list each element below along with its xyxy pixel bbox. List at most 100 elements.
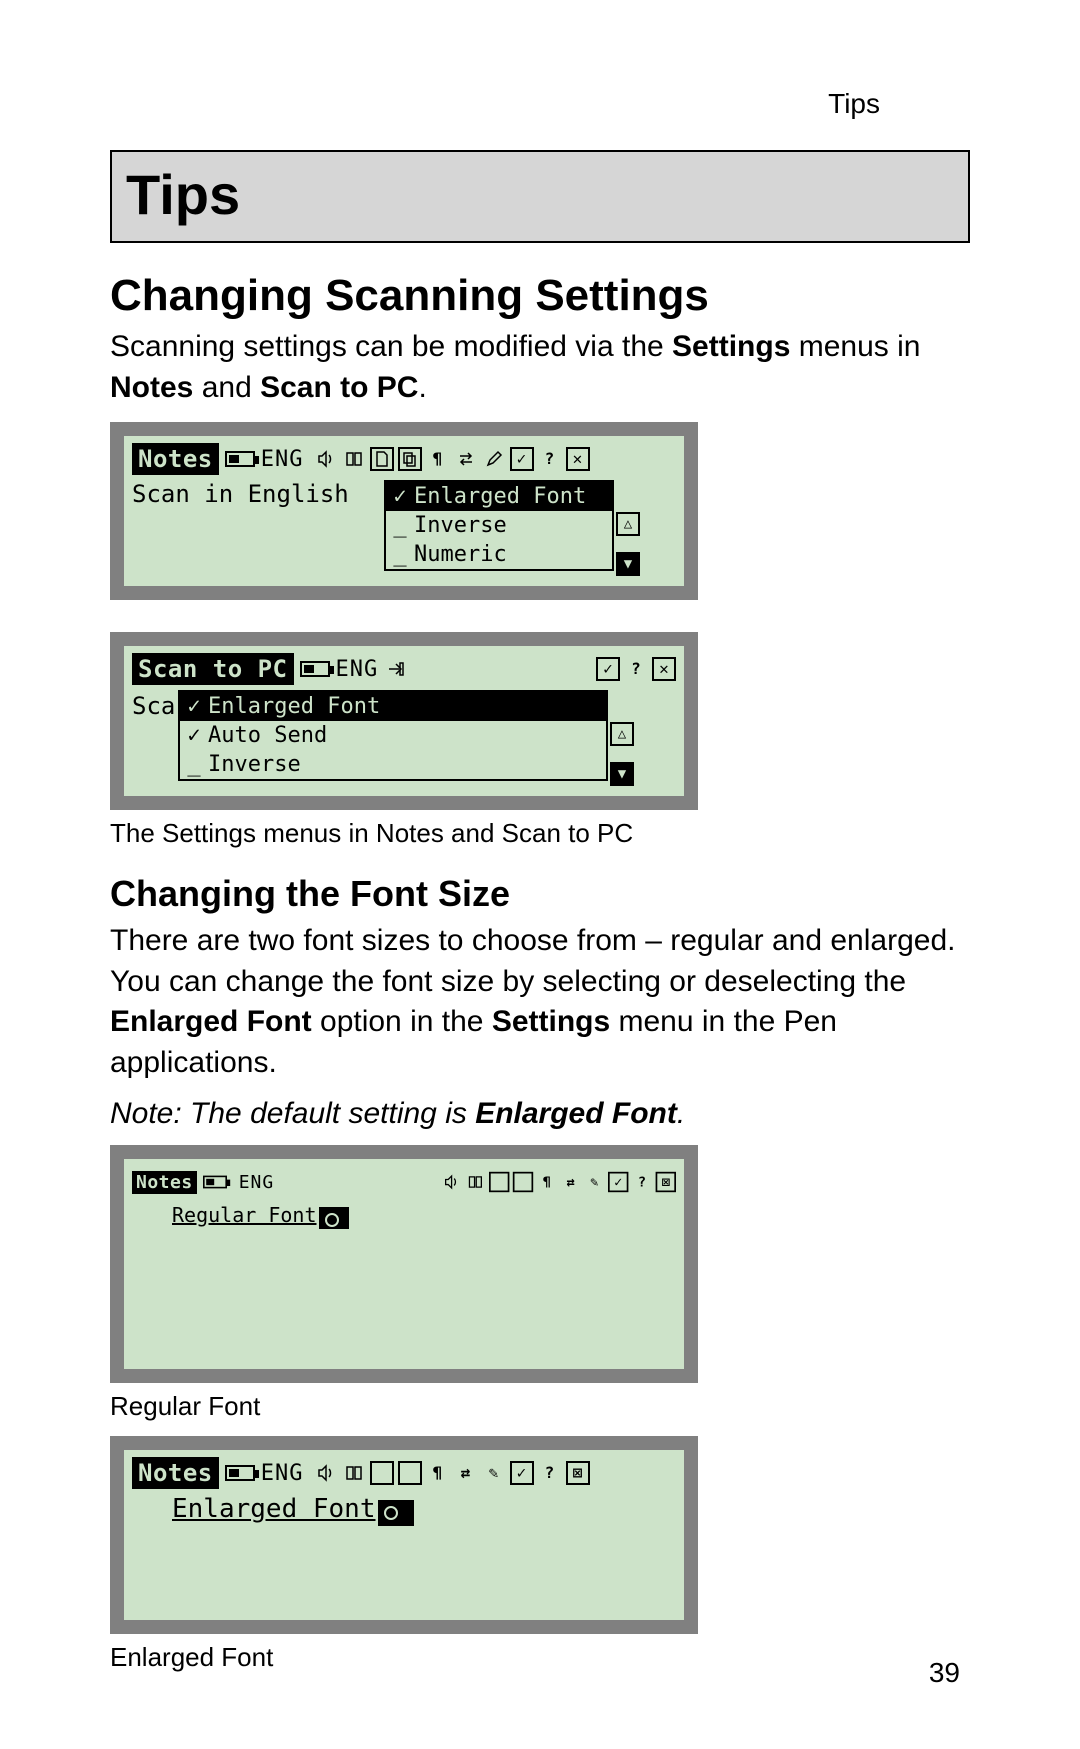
figure-caption-1: The Settings menus in Notes and Scan to … (110, 818, 970, 849)
battery-icon (225, 1465, 255, 1481)
speaker-icon (441, 1172, 461, 1192)
lcd-titlebar: Notes ENG ¶ ✓ ? ✕ (132, 442, 676, 476)
checkbox-icon: ✓ (510, 1461, 534, 1485)
note-line: Note: The default setting is Enlarged Fo… (110, 1097, 970, 1131)
dropdown-item[interactable]: ✓Auto Send (180, 721, 606, 750)
check-icon: ✓ (186, 694, 202, 719)
toolbar-icons: ¶ ⇄ ✎ ✓ ? ⊠ (441, 1172, 676, 1192)
dropdown-item[interactable]: _Inverse (386, 511, 612, 540)
lcd-body-text: Regular Font (172, 1203, 317, 1227)
book-icon (342, 1461, 366, 1485)
check-icon: _ (392, 513, 408, 538)
page-icon (489, 1172, 509, 1192)
dropdown-scrollbar[interactable]: △ ▼ (610, 722, 634, 786)
cursor-icon (378, 1500, 414, 1526)
dropdown-item[interactable]: ✓Enlarged Font (180, 692, 606, 721)
close-icon: ✕ (652, 657, 676, 681)
checkbox-icon: ✓ (608, 1172, 628, 1192)
scroll-down-icon[interactable]: ▼ (616, 552, 640, 576)
close-icon: ⊠ (656, 1172, 676, 1192)
swap-icon: ⇄ (560, 1172, 580, 1192)
lcd-screen: Notes ENG ¶ ⇄ ✎ ✓ ? ⊠ Regular Font (124, 1159, 684, 1369)
page-icon (370, 1461, 394, 1485)
pencil-icon: ✎ (584, 1172, 604, 1192)
lcd-screenshot-regular-font: Notes ENG ¶ ⇄ ✎ ✓ ? ⊠ Regular Font (110, 1145, 698, 1383)
lcd-body: Regular Font (132, 1203, 676, 1229)
toolbar-icons-right: ✓ ? ✕ (596, 657, 676, 681)
pilcrow-icon: ¶ (426, 447, 450, 471)
section2-paragraph: There are two font sizes to choose from … (110, 921, 970, 1083)
lcd-language: ENG (261, 447, 304, 472)
page-number: 39 (929, 1657, 960, 1689)
dropdown-item[interactable]: _Numeric (386, 540, 612, 569)
book-icon (342, 447, 366, 471)
send-icon (384, 657, 408, 681)
swap-icon: ⇄ (454, 1461, 478, 1485)
book-icon (465, 1172, 485, 1192)
lcd-body: Scan in English ✓Enlarged Font _Inverse … (132, 480, 676, 584)
pencil-icon: ✎ (482, 1461, 506, 1485)
copy-icon (398, 1461, 422, 1485)
help-icon: ? (624, 657, 648, 681)
lcd-screen: Scan to PC ENG ✓ ? ✕ Sca ✓Enlarged Font … (124, 646, 684, 796)
speaker-icon (314, 1461, 338, 1485)
section-heading-scanning: Changing Scanning Settings (110, 271, 970, 321)
figure-caption-enlarged: Enlarged Font (110, 1642, 970, 1673)
toolbar-icons: ¶ ⇄ ✎ ✓ ? ⊠ (314, 1461, 590, 1485)
battery-icon (300, 661, 330, 677)
lcd-titlebar: Notes ENG ¶ ⇄ ✎ ✓ ? ⊠ (132, 1456, 676, 1490)
help-icon: ? (538, 447, 562, 471)
lcd-body: Sca ✓Enlarged Font ✓Auto Send _Inverse △… (132, 690, 676, 794)
battery-icon (225, 451, 255, 467)
pencil-icon (482, 447, 506, 471)
copy-icon (513, 1172, 533, 1192)
battery-icon (203, 1176, 227, 1189)
cursor-icon (319, 1207, 349, 1229)
settings-dropdown[interactable]: ✓Enlarged Font ✓Auto Send _Inverse △ ▼ (178, 690, 608, 781)
lcd-language: ENG (336, 657, 379, 682)
manual-page: Tips Tips Changing Scanning Settings Sca… (0, 0, 1080, 1749)
section1-paragraph: Scanning settings can be modified via th… (110, 327, 970, 408)
lcd-language: ENG (261, 1461, 304, 1486)
toolbar-icons: ¶ ✓ ? ✕ (314, 447, 590, 471)
check-icon: _ (186, 752, 202, 777)
checkbox-icon: ✓ (510, 447, 534, 471)
lcd-left-prefix: Sca (132, 692, 175, 720)
lcd-screenshot-enlarged-font: Notes ENG ¶ ⇄ ✎ ✓ ? ⊠ Enlarged Font (110, 1436, 698, 1634)
dropdown-item[interactable]: _Inverse (180, 750, 606, 779)
page-icon (370, 447, 394, 471)
swap-icon (454, 447, 478, 471)
lcd-titlebar: Scan to PC ENG ✓ ? ✕ (132, 652, 676, 686)
lcd-screenshot-notes-settings: Notes ENG ¶ ✓ ? ✕ Scan in English (110, 422, 698, 600)
copy-icon (398, 447, 422, 471)
help-icon: ? (538, 1461, 562, 1485)
scroll-up-icon[interactable]: △ (616, 512, 640, 536)
check-icon: _ (392, 542, 408, 567)
pilcrow-icon: ¶ (426, 1461, 450, 1485)
lcd-screen: Notes ENG ¶ ⇄ ✎ ✓ ? ⊠ Enlarged Font (124, 1450, 684, 1620)
subsection-heading-fontsize: Changing the Font Size (110, 873, 970, 915)
close-icon: ✕ (566, 447, 590, 471)
title-bar: Tips (110, 150, 970, 243)
dropdown-scrollbar[interactable]: △ ▼ (616, 512, 640, 576)
lcd-app-title: Scan to PC (132, 653, 294, 685)
scroll-up-icon[interactable]: △ (610, 722, 634, 746)
help-icon: ? (632, 1172, 652, 1192)
lcd-screen: Notes ENG ¶ ✓ ? ✕ Scan in English (124, 436, 684, 586)
page-title: Tips (126, 162, 954, 227)
lcd-app-title: Notes (132, 443, 219, 475)
speaker-icon (314, 447, 338, 471)
figure-caption-regular: Regular Font (110, 1391, 970, 1422)
lcd-app-title: Notes (132, 1457, 219, 1489)
lcd-body-text: Enlarged Font (172, 1494, 376, 1524)
check-icon: ✓ (392, 484, 408, 509)
lcd-language: ENG (239, 1172, 275, 1193)
scroll-down-icon[interactable]: ▼ (610, 762, 634, 786)
lcd-titlebar: Notes ENG ¶ ⇄ ✎ ✓ ? ⊠ (132, 1165, 676, 1199)
settings-dropdown[interactable]: ✓Enlarged Font _Inverse _Numeric △ ▼ (384, 480, 614, 571)
checkbox-icon: ✓ (596, 657, 620, 681)
dropdown-item[interactable]: ✓Enlarged Font (386, 482, 612, 511)
lcd-app-title: Notes (132, 1171, 197, 1194)
lcd-body: Enlarged Font (132, 1494, 676, 1526)
lcd-screenshot-scantopc-settings: Scan to PC ENG ✓ ? ✕ Sca ✓Enlarged Font … (110, 632, 698, 810)
